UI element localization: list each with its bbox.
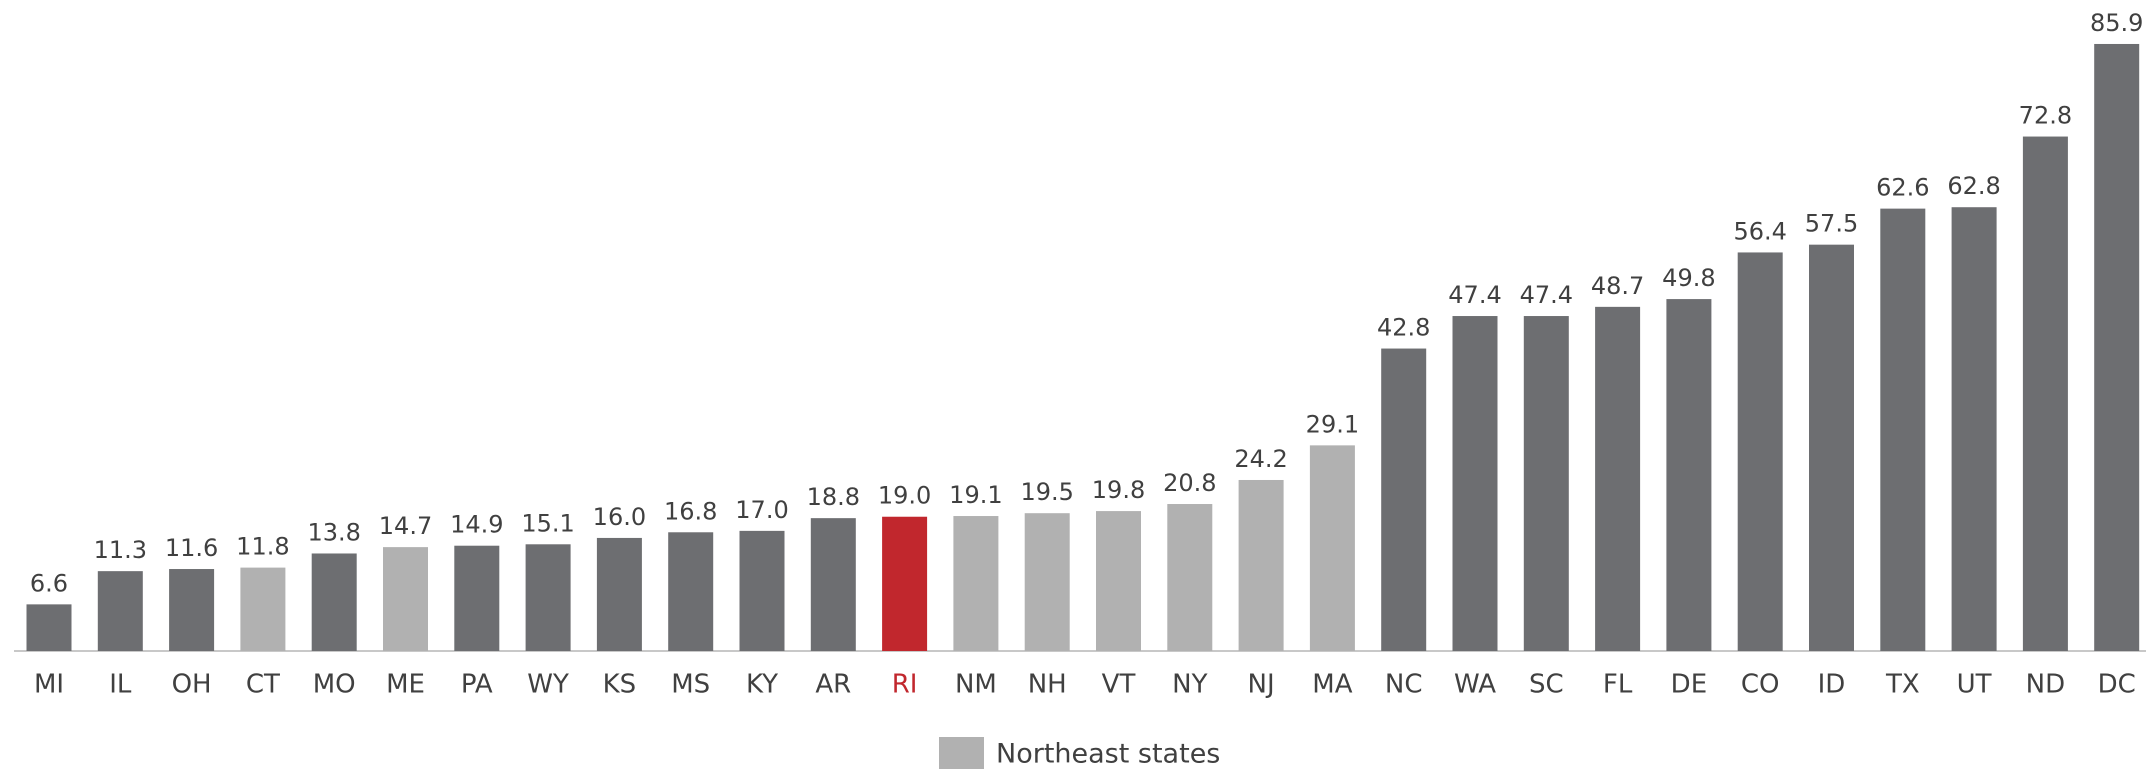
bar — [1452, 316, 1498, 651]
x-tick-label: ND — [2026, 670, 2065, 700]
value-label: 19.5 — [1020, 478, 1073, 506]
bar — [1167, 504, 1213, 651]
x-tick-label: MS — [671, 670, 710, 700]
value-label: 62.8 — [1947, 172, 2000, 200]
bar — [882, 516, 928, 651]
value-label: 56.4 — [1733, 217, 1786, 245]
value-label: 20.8 — [1163, 469, 1216, 497]
value-label: 11.8 — [236, 533, 289, 561]
value-label: 48.7 — [1591, 272, 1644, 300]
bar — [454, 545, 500, 651]
bar — [525, 544, 571, 651]
x-tick-label: NM — [955, 670, 997, 700]
bar — [1880, 208, 1926, 652]
bar — [1309, 445, 1355, 651]
value-label: 19.8 — [1092, 476, 1145, 504]
bar — [596, 537, 642, 651]
x-tick-label: FL — [1603, 670, 1633, 700]
value-label: 11.6 — [165, 534, 218, 562]
bar — [169, 569, 215, 651]
bar — [1024, 513, 1070, 651]
value-label: 16.0 — [593, 503, 646, 531]
value-label: 16.8 — [664, 497, 717, 525]
bar — [1381, 348, 1427, 651]
value-label: 19.0 — [878, 482, 931, 510]
bar — [953, 516, 999, 651]
x-tick-label: SC — [1529, 670, 1564, 700]
value-label: 19.1 — [949, 481, 1002, 509]
bar — [739, 530, 785, 651]
value-label: 18.8 — [807, 483, 860, 511]
x-tick-label: DC — [2098, 670, 2136, 700]
x-tick-label: ID — [1818, 670, 1846, 700]
value-label: 17.0 — [735, 496, 788, 524]
x-tick-label: OH — [172, 670, 212, 700]
bar — [311, 553, 357, 651]
bar — [97, 571, 143, 651]
x-tick-label: NH — [1028, 670, 1067, 700]
x-tick-label: CT — [246, 670, 280, 700]
bar — [2094, 43, 2140, 652]
x-tick-label: DE — [1671, 670, 1707, 700]
x-tick-label: CO — [1741, 670, 1780, 700]
x-tick-label: NY — [1172, 670, 1207, 700]
x-tick-label: IL — [109, 670, 132, 700]
bar — [1809, 244, 1854, 651]
x-tick-label: VT — [1102, 670, 1136, 700]
value-label: 47.4 — [1448, 281, 1501, 309]
x-tick-label: UT — [1957, 670, 1992, 700]
bar — [2022, 136, 2068, 652]
bar — [240, 567, 286, 651]
value-label: 14.9 — [450, 511, 503, 539]
x-tick-label: MI — [34, 670, 64, 700]
value-label: 72.8 — [2019, 102, 2072, 130]
bar — [1096, 511, 1141, 651]
value-label: 11.3 — [94, 536, 147, 564]
x-tick-label: MO — [313, 670, 356, 700]
bar — [810, 518, 856, 651]
value-label: 49.8 — [1662, 264, 1715, 292]
x-tick-label: KS — [603, 670, 637, 700]
bar — [1238, 479, 1284, 651]
x-tick-label: RI — [892, 670, 918, 700]
x-tick-label: TX — [1885, 670, 1920, 700]
x-tick-label: NC — [1385, 670, 1423, 700]
x-tick-label: WA — [1454, 670, 1496, 700]
bar — [1737, 252, 1783, 651]
bar — [383, 547, 428, 651]
legend-label: Northeast states — [996, 739, 1220, 769]
x-tick-label: KY — [746, 670, 778, 700]
bar — [1523, 316, 1569, 651]
bar — [1951, 207, 1997, 652]
value-label: 85.9 — [2090, 9, 2143, 37]
value-label: 24.2 — [1234, 445, 1287, 473]
bar — [26, 604, 72, 651]
value-label: 42.8 — [1377, 314, 1430, 342]
x-tick-label: ME — [386, 670, 425, 700]
value-label: 6.6 — [30, 569, 68, 597]
x-tick-label: NJ — [1248, 670, 1275, 700]
value-label: 29.1 — [1306, 410, 1359, 438]
value-label: 13.8 — [307, 518, 360, 546]
x-tick-label: WY — [527, 670, 569, 700]
x-tick-label: AR — [815, 670, 851, 700]
bar — [668, 532, 714, 651]
x-tick-label: PA — [461, 670, 493, 700]
value-label: 47.4 — [1520, 281, 1573, 309]
legend-swatch — [939, 737, 984, 769]
value-label: 14.7 — [379, 512, 432, 540]
value-label: 62.6 — [1876, 174, 1929, 202]
value-label: 57.5 — [1805, 210, 1858, 238]
bar — [1595, 306, 1641, 651]
bar — [1666, 299, 1712, 651]
value-label: 15.1 — [521, 509, 574, 537]
x-tick-label: MA — [1312, 670, 1352, 700]
